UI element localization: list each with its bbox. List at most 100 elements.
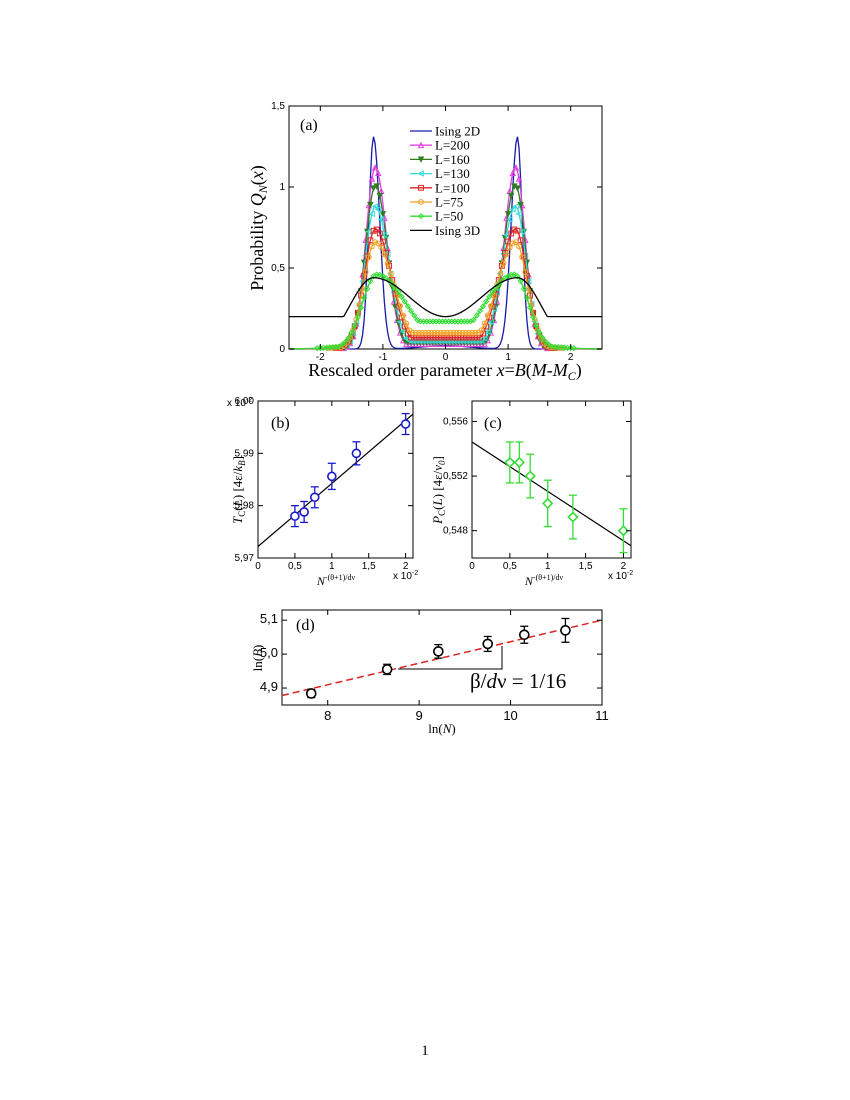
legend-marker-l-200 (417, 141, 425, 149)
panel-b-xtick-label: 2 (403, 561, 409, 572)
panel-b-xtick-label: 0,5 (288, 561, 302, 572)
data-point-l-75 (487, 303, 494, 310)
data-point-l-100 (430, 334, 436, 341)
panel-a-ylabel: Probability QN(x) (247, 165, 270, 291)
data-point-l-75 (500, 260, 507, 267)
data-point-l-50 (339, 341, 346, 348)
data-point-l-75 (478, 327, 485, 334)
data-point-l-50 (411, 312, 418, 319)
data-point-l-100 (517, 237, 524, 244)
panel-c-xtick-label: 1,5 (579, 561, 593, 572)
panel-d-plot (281, 617, 603, 699)
panel-b-xmult: x 10-2 (393, 570, 418, 582)
panel-a-xtick-label: -1 (378, 352, 387, 363)
data-point-l-130 (518, 228, 526, 235)
panel-b: 0 0,5 1 1,5 2 5,97 5,98 5,99 6,00 (b) x 10-2 x 1… (227, 396, 418, 588)
panel-d-frame (281, 609, 603, 706)
panel-a-ytick-label: 0 (279, 344, 285, 355)
data-point-l-75 (466, 329, 472, 336)
data-point-l-50 (351, 322, 358, 329)
series-line-ising-3d (289, 277, 602, 318)
panel-b-ytick-label: 5,97 (235, 553, 255, 564)
data-point-l-50 (345, 334, 352, 342)
data-point-l-75 (381, 251, 388, 258)
panel-d-xlabel: ln(N) (428, 721, 455, 736)
panel-d-xtick-label: 8 (324, 708, 331, 723)
data-point-l-75 (469, 329, 476, 336)
data-point-l-130 (484, 328, 491, 335)
panel-c-xtick-label: 0 (469, 561, 475, 572)
page-number: 1 (421, 1043, 429, 1059)
panel-c-data-point (524, 470, 536, 482)
data-point-l-160 (376, 192, 383, 200)
panel-a-xtick-label: 1 (505, 352, 511, 363)
data-point-l-75 (437, 329, 444, 336)
data-point-l-50 (476, 307, 484, 315)
panel-a-curves (288, 136, 603, 352)
data-point-l-130 (371, 203, 378, 210)
data-point-l-100 (464, 334, 471, 341)
panel-b-data-point (299, 507, 309, 517)
data-point-l-100 (458, 334, 465, 341)
data-point-l-50 (361, 294, 368, 301)
data-point-l-75 (447, 329, 454, 336)
panel-b-xtick-label: 1 (329, 561, 335, 572)
panel-c-xtick-label: 1 (545, 561, 551, 572)
data-point-l-100 (514, 227, 521, 234)
data-point-l-130 (374, 206, 382, 213)
data-point-l-50 (342, 338, 349, 346)
data-point-l-200 (374, 169, 382, 177)
panel-b-ytick-label: 5,98 (235, 501, 255, 512)
data-point-l-50 (386, 277, 393, 284)
data-point-l-100 (442, 334, 449, 341)
data-point-l-50 (379, 273, 387, 280)
data-point-l-100 (455, 334, 461, 341)
panel-a-label: (a) (300, 117, 318, 134)
data-point-l-100 (376, 230, 383, 237)
data-point-l-75 (444, 329, 450, 336)
panel-c-ytick-label: 0,548 (443, 526, 468, 537)
data-point-l-100 (451, 334, 458, 341)
data-point-l-75 (503, 251, 510, 258)
data-point-l-130 (509, 206, 516, 213)
data-point-l-130 (490, 305, 497, 312)
panel-d-data-point (381, 664, 393, 675)
data-point-l-75 (481, 320, 488, 327)
data-point-l-130 (521, 252, 529, 259)
data-point-l-75 (403, 320, 410, 327)
legend-entry-l-130: L=130 (435, 166, 470, 181)
data-point-l-100 (417, 334, 424, 341)
data-point-l-100 (470, 334, 477, 341)
panel-c-fit-line (471, 441, 632, 547)
data-point-l-100 (477, 334, 483, 341)
panel-b-frame (257, 400, 414, 559)
panel-a-ytick-label: 1,5 (271, 101, 285, 112)
legend-entry-ising-3d: Ising 3D (435, 223, 480, 238)
panel-c-data-point (504, 456, 516, 469)
data-point-l-160 (517, 201, 524, 209)
data-point-l-75 (422, 329, 429, 336)
panel-d-data-point (560, 625, 571, 636)
data-point-l-100 (505, 238, 512, 245)
data-point-l-100 (414, 334, 421, 341)
panel-c-data-point (567, 511, 579, 523)
data-point-l-130 (506, 216, 513, 223)
data-point-l-100 (436, 334, 443, 341)
legend-marker-l-75 (418, 199, 424, 205)
data-point-l-50 (536, 329, 543, 336)
data-point-l-50 (473, 312, 480, 319)
data-point-l-100 (411, 334, 418, 341)
panel-d-data-point (518, 629, 530, 641)
data-point-l-50 (542, 338, 549, 346)
data-point-l-130 (368, 210, 375, 218)
panel-d-annotation: β/dν = 1/16 (470, 669, 566, 693)
data-point-l-50 (376, 271, 383, 278)
data-point-l-75 (459, 329, 466, 336)
data-point-l-50 (486, 293, 493, 300)
series-markers-l-50 (314, 271, 577, 352)
panel-b-plot (257, 412, 414, 547)
data-point-l-75 (497, 270, 504, 277)
panel-d-data-point (433, 646, 444, 657)
panel-b-ytick-label: 6,00 (235, 396, 255, 407)
data-point-l-75 (425, 329, 432, 336)
